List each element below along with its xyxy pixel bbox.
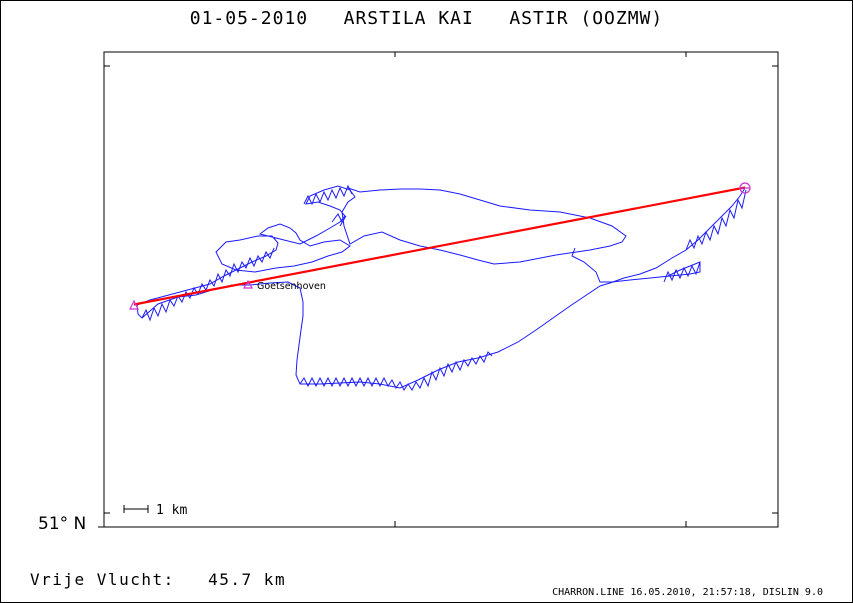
place-marker (242, 279, 254, 289)
credit-line: CHARRON.LINE 16.05.2010, 21:57:18, DISLI… (552, 587, 823, 598)
axis-ticks (98, 52, 778, 528)
distance-value: 45.7 km (208, 570, 287, 589)
distance-label: Vrije Vlucht: (30, 570, 175, 589)
start-triangle-marker (129, 299, 139, 310)
distance-readout: Vrije Vlucht: 45.7 km (30, 570, 286, 589)
markers (129, 182, 751, 310)
straight-line (133, 186, 746, 306)
place-label: Goetsenhoven (257, 281, 326, 292)
page-title: 01-05-2010 ARSTILA KAI ASTIR (OOZMW) (189, 8, 664, 29)
latitude-label: 51° N (38, 514, 87, 534)
plot-area (103, 51, 779, 528)
scale-label: 1 km (156, 503, 187, 518)
scale-bar (123, 505, 149, 513)
flight-track (136, 184, 747, 391)
